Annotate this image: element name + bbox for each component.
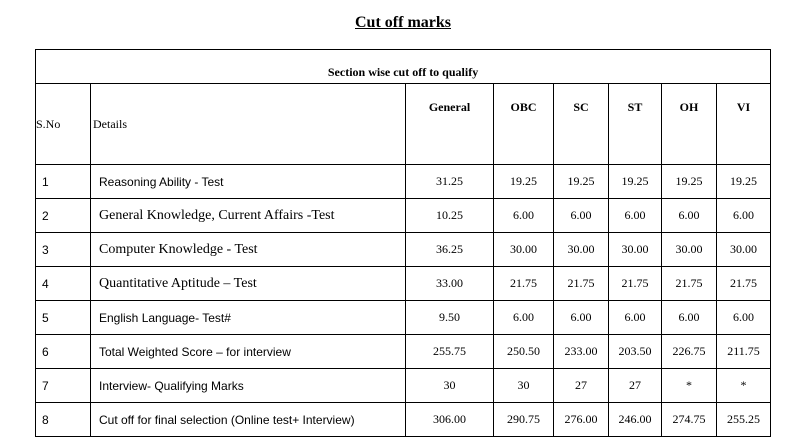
cell-general: 33.00 xyxy=(405,266,494,301)
cell-st: 19.25 xyxy=(608,164,662,199)
table-row: 2 General Knowledge, Current Affairs -Te… xyxy=(35,198,772,233)
cell-oh: 19.25 xyxy=(661,164,717,199)
category-header-general: General xyxy=(405,83,494,165)
cell-obc: 6.00 xyxy=(493,198,554,233)
cell-oh: 6.00 xyxy=(661,198,717,233)
cell-general: 255.75 xyxy=(405,334,494,369)
category-header-st: ST xyxy=(608,83,662,165)
cell-vi: 30.00 xyxy=(715,232,772,267)
cell-general: 31.25 xyxy=(405,164,494,199)
cutoff-table: Section wise cut off to qualify S.No Det… xyxy=(34,49,772,437)
cell-vi: * xyxy=(715,368,772,403)
cell-oh: 226.75 xyxy=(661,334,717,369)
cell-sc: 6.00 xyxy=(553,300,609,335)
cell-oh: * xyxy=(661,368,717,403)
cell-obc: 250.50 xyxy=(493,334,554,369)
section-heading: Section wise cut off to qualify xyxy=(34,49,772,84)
details-header: Details xyxy=(90,83,406,165)
row-details: Computer Knowledge - Test xyxy=(90,232,406,267)
cell-sc: 30.00 xyxy=(553,232,609,267)
cell-st: 6.00 xyxy=(608,300,662,335)
row-sno: 8 xyxy=(35,402,91,437)
cell-oh: 274.75 xyxy=(661,402,717,437)
header-row: S.No Details General OBC SC ST OH VI xyxy=(35,83,772,165)
cell-general: 30 xyxy=(405,368,494,403)
cell-oh: 21.75 xyxy=(661,266,717,301)
table-row: 4 Quantitative Aptitude – Test 33.00 21.… xyxy=(35,266,772,301)
cell-obc: 30 xyxy=(493,368,554,403)
cell-obc: 19.25 xyxy=(493,164,554,199)
category-header-vi: VI xyxy=(715,83,772,165)
cell-sc: 6.00 xyxy=(553,198,609,233)
row-sno: 6 xyxy=(35,334,91,369)
cell-st: 27 xyxy=(608,368,662,403)
cell-st: 203.50 xyxy=(608,334,662,369)
row-details: Total Weighted Score – for interview xyxy=(90,334,406,369)
row-sno: 7 xyxy=(35,368,91,403)
cell-sc: 21.75 xyxy=(553,266,609,301)
row-details: English Language- Test# xyxy=(90,300,406,335)
cell-general: 36.25 xyxy=(405,232,494,267)
cell-st: 30.00 xyxy=(608,232,662,267)
cell-sc: 276.00 xyxy=(553,402,609,437)
row-sno: 2 xyxy=(35,198,91,233)
cell-st: 246.00 xyxy=(608,402,662,437)
cell-st: 6.00 xyxy=(608,198,662,233)
row-details: General Knowledge, Current Affairs -Test xyxy=(90,198,406,233)
category-header-obc: OBC xyxy=(493,83,554,165)
cell-obc: 6.00 xyxy=(493,300,554,335)
row-sno: 4 xyxy=(35,266,91,301)
row-details: Cut off for final selection (Online test… xyxy=(90,402,406,437)
cell-obc: 290.75 xyxy=(493,402,554,437)
cell-sc: 19.25 xyxy=(553,164,609,199)
table-row: 7 Interview- Qualifying Marks 30 30 27 2… xyxy=(35,368,772,403)
table-row: 3 Computer Knowledge - Test 36.25 30.00 … xyxy=(35,232,772,267)
sno-header: S.No xyxy=(35,83,91,165)
cell-vi: 6.00 xyxy=(715,300,772,335)
row-details: Interview- Qualifying Marks xyxy=(90,368,406,403)
cell-general: 306.00 xyxy=(405,402,494,437)
cell-obc: 30.00 xyxy=(493,232,554,267)
row-sno: 1 xyxy=(35,164,91,199)
cell-vi: 21.75 xyxy=(715,266,772,301)
cell-vi: 255.25 xyxy=(715,402,772,437)
cell-sc: 27 xyxy=(553,368,609,403)
cell-vi: 6.00 xyxy=(715,198,772,233)
row-sno: 3 xyxy=(35,232,91,267)
cell-st: 21.75 xyxy=(608,266,662,301)
table-row: 1 Reasoning Ability - Test 31.25 19.25 1… xyxy=(35,164,772,199)
cell-obc: 21.75 xyxy=(493,266,554,301)
cell-oh: 30.00 xyxy=(661,232,717,267)
cell-sc: 233.00 xyxy=(553,334,609,369)
table-row: 5 English Language- Test# 9.50 6.00 6.00… xyxy=(35,300,772,335)
category-header-oh: OH xyxy=(661,83,717,165)
cell-vi: 19.25 xyxy=(715,164,772,199)
row-details: Quantitative Aptitude – Test xyxy=(90,266,406,301)
table-row: 6 Total Weighted Score – for interview 2… xyxy=(35,334,772,369)
page-title: Cut off marks xyxy=(355,14,451,31)
cell-general: 9.50 xyxy=(405,300,494,335)
row-details: Reasoning Ability - Test xyxy=(90,164,406,199)
cell-oh: 6.00 xyxy=(661,300,717,335)
cell-general: 10.25 xyxy=(405,198,494,233)
row-sno: 5 xyxy=(35,300,91,335)
category-header-sc: SC xyxy=(553,83,609,165)
cell-vi: 211.75 xyxy=(715,334,772,369)
table-row: 8 Cut off for final selection (Online te… xyxy=(35,402,772,437)
